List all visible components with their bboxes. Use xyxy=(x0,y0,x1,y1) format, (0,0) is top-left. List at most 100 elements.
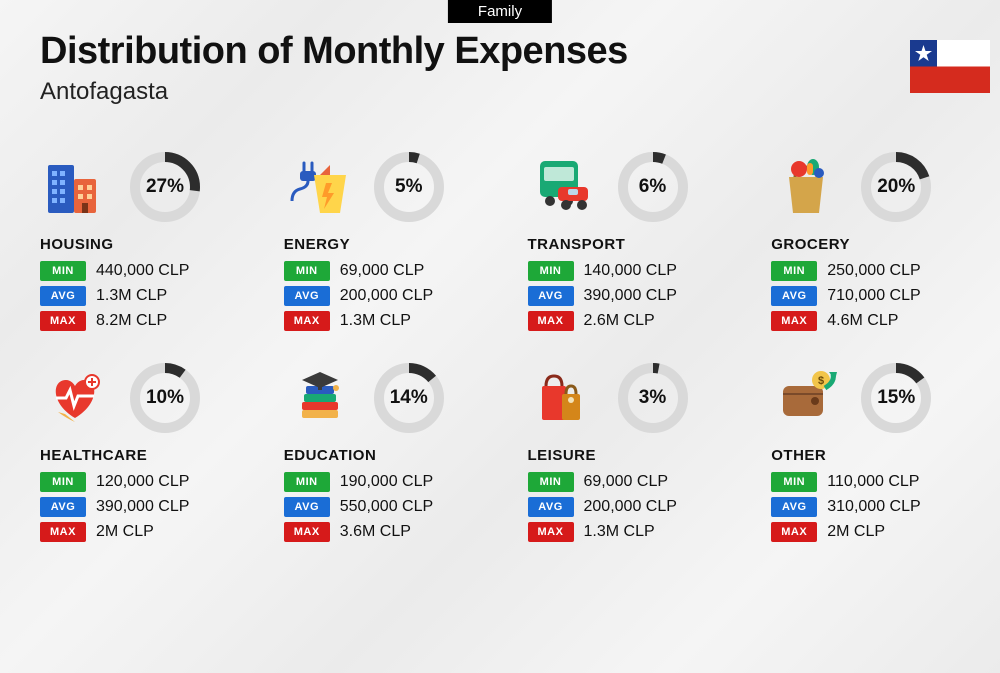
avg-badge: AVG xyxy=(284,497,330,517)
stat-min: MIN 69,000 CLP xyxy=(284,261,504,281)
grocery-icon xyxy=(771,157,841,217)
avg-badge: AVG xyxy=(284,286,330,306)
avg-value: 310,000 CLP xyxy=(827,498,920,516)
percent-donut: 20% xyxy=(859,150,933,224)
avg-value: 1.3M CLP xyxy=(96,287,167,305)
category-card: 5% ENERGY MIN 69,000 CLP AVG 200,000 CLP… xyxy=(284,150,504,336)
stat-avg: AVG 710,000 CLP xyxy=(771,286,991,306)
percent-value: 5% xyxy=(395,176,422,198)
category-name: HEALTHCARE xyxy=(40,447,260,464)
avg-value: 390,000 CLP xyxy=(96,498,189,516)
percent-donut: 6% xyxy=(616,150,690,224)
energy-icon xyxy=(284,157,354,217)
stat-max: MAX 1.3M CLP xyxy=(284,311,504,331)
stat-max: MAX 2.6M CLP xyxy=(528,311,748,331)
avg-badge: AVG xyxy=(40,286,86,306)
stat-min: MIN 69,000 CLP xyxy=(528,472,748,492)
min-value: 69,000 CLP xyxy=(340,262,425,280)
avg-value: 390,000 CLP xyxy=(584,287,677,305)
category-name: HOUSING xyxy=(40,236,260,253)
category-name: ENERGY xyxy=(284,236,504,253)
min-value: 250,000 CLP xyxy=(827,262,920,280)
stat-max: MAX 2M CLP xyxy=(40,522,260,542)
percent-donut: 3% xyxy=(616,361,690,435)
max-badge: MAX xyxy=(528,522,574,542)
max-badge: MAX xyxy=(284,311,330,331)
stat-avg: AVG 1.3M CLP xyxy=(40,286,260,306)
tab-family: Family xyxy=(448,0,552,23)
category-name: EDUCATION xyxy=(284,447,504,464)
min-value: 440,000 CLP xyxy=(96,262,189,280)
percent-value: 15% xyxy=(877,387,915,409)
max-badge: MAX xyxy=(771,311,817,331)
stat-avg: AVG 550,000 CLP xyxy=(284,497,504,517)
percent-donut: 27% xyxy=(128,150,202,224)
stat-max: MAX 3.6M CLP xyxy=(284,522,504,542)
category-card: 6% TRANSPORT MIN 140,000 CLP AVG 390,000… xyxy=(528,150,748,336)
percent-value: 6% xyxy=(639,176,666,198)
page-title: Distribution of Monthly Expenses xyxy=(40,30,628,73)
max-badge: MAX xyxy=(771,522,817,542)
stat-avg: AVG 390,000 CLP xyxy=(40,497,260,517)
percent-value: 3% xyxy=(639,387,666,409)
max-badge: MAX xyxy=(40,311,86,331)
stat-max: MAX 4.6M CLP xyxy=(771,311,991,331)
avg-badge: AVG xyxy=(771,497,817,517)
min-value: 69,000 CLP xyxy=(584,473,669,491)
stat-avg: AVG 310,000 CLP xyxy=(771,497,991,517)
page-subtitle: Antofagasta xyxy=(40,78,628,106)
stat-avg: AVG 200,000 CLP xyxy=(284,286,504,306)
avg-value: 200,000 CLP xyxy=(340,287,433,305)
avg-badge: AVG xyxy=(528,286,574,306)
category-card: 27% HOUSING MIN 440,000 CLP AVG 1.3M CLP… xyxy=(40,150,260,336)
min-value: 190,000 CLP xyxy=(340,473,433,491)
stat-min: MIN 190,000 CLP xyxy=(284,472,504,492)
percent-value: 14% xyxy=(390,387,428,409)
category-card: $ 15% OTHER MIN 110,000 CLP AVG 310,000 … xyxy=(771,361,991,547)
stat-min: MIN 250,000 CLP xyxy=(771,261,991,281)
category-name: LEISURE xyxy=(528,447,748,464)
leisure-icon xyxy=(528,368,598,428)
stat-min: MIN 110,000 CLP xyxy=(771,472,991,492)
percent-donut: 5% xyxy=(372,150,446,224)
category-name: GROCERY xyxy=(771,236,991,253)
education-icon xyxy=(284,368,354,428)
min-badge: MIN xyxy=(284,261,330,281)
max-value: 4.6M CLP xyxy=(827,312,898,330)
percent-donut: 14% xyxy=(372,361,446,435)
max-value: 2M CLP xyxy=(827,523,885,541)
stat-max: MAX 8.2M CLP xyxy=(40,311,260,331)
min-badge: MIN xyxy=(528,472,574,492)
buildings-icon xyxy=(40,157,110,217)
percent-donut: 15% xyxy=(859,361,933,435)
max-value: 3.6M CLP xyxy=(340,523,411,541)
avg-value: 710,000 CLP xyxy=(827,287,920,305)
percent-value: 20% xyxy=(877,176,915,198)
stat-max: MAX 1.3M CLP xyxy=(528,522,748,542)
other-icon: $ xyxy=(771,368,841,428)
categories-grid: 27% HOUSING MIN 440,000 CLP AVG 1.3M CLP… xyxy=(40,150,1000,547)
header: Distribution of Monthly Expenses Antofag… xyxy=(40,30,628,106)
avg-badge: AVG xyxy=(40,497,86,517)
max-badge: MAX xyxy=(528,311,574,331)
max-value: 1.3M CLP xyxy=(340,312,411,330)
avg-badge: AVG xyxy=(528,497,574,517)
max-value: 8.2M CLP xyxy=(96,312,167,330)
healthcare-icon xyxy=(40,368,110,428)
max-value: 2.6M CLP xyxy=(584,312,655,330)
min-badge: MIN xyxy=(771,472,817,492)
stat-min: MIN 440,000 CLP xyxy=(40,261,260,281)
max-value: 1.3M CLP xyxy=(584,523,655,541)
max-badge: MAX xyxy=(284,522,330,542)
percent-value: 27% xyxy=(146,176,184,198)
min-badge: MIN xyxy=(528,261,574,281)
category-card: 3% LEISURE MIN 69,000 CLP AVG 200,000 CL… xyxy=(528,361,748,547)
percent-value: 10% xyxy=(146,387,184,409)
stat-min: MIN 120,000 CLP xyxy=(40,472,260,492)
chile-flag-icon xyxy=(910,40,990,93)
category-name: TRANSPORT xyxy=(528,236,748,253)
category-card: 20% GROCERY MIN 250,000 CLP AVG 710,000 … xyxy=(771,150,991,336)
stat-avg: AVG 200,000 CLP xyxy=(528,497,748,517)
max-badge: MAX xyxy=(40,522,86,542)
min-value: 120,000 CLP xyxy=(96,473,189,491)
